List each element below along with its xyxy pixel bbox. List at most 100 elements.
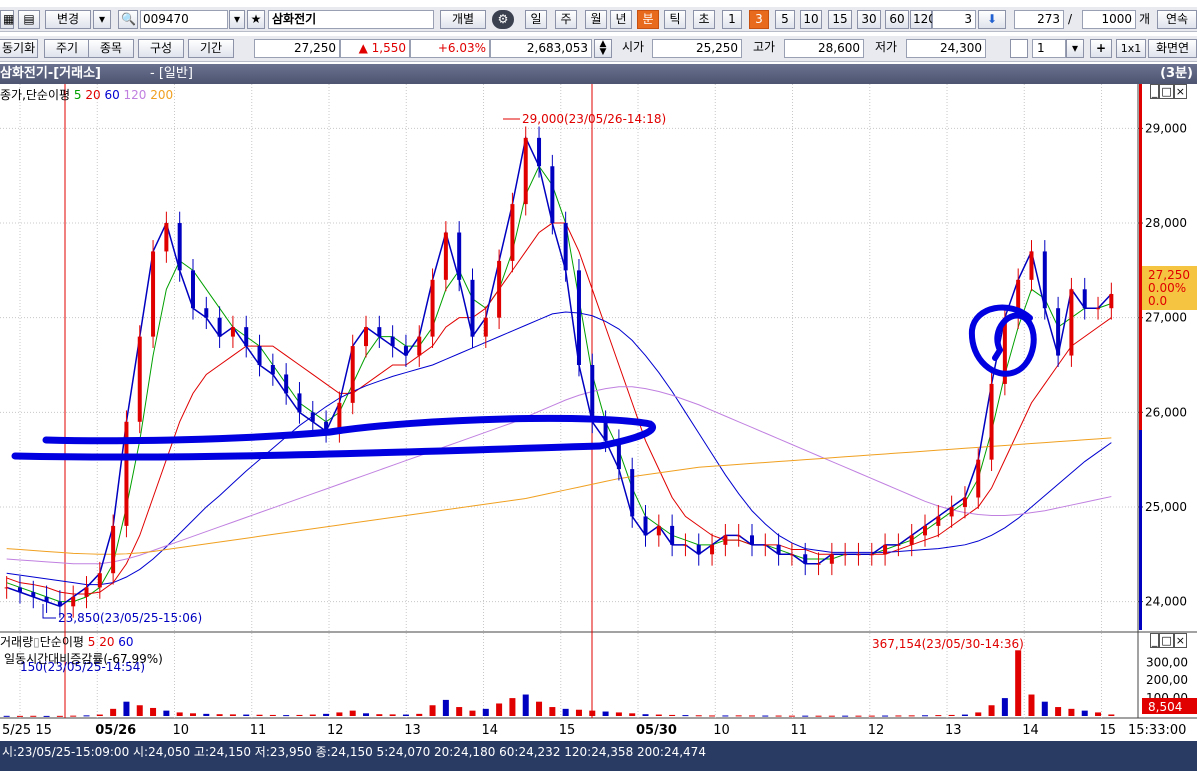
- candle-body: [217, 317, 222, 337]
- candle-body: [483, 317, 488, 337]
- change-percent: +6.03%: [410, 39, 490, 58]
- volume-bar: [110, 708, 117, 716]
- period-button-12[interactable]: 30: [857, 10, 881, 29]
- count-separator: /: [1068, 12, 1073, 26]
- high-label: 고가: [752, 40, 776, 54]
- period-button-2[interactable]: 월: [585, 10, 607, 29]
- period-button-14[interactable]: 120: [910, 10, 936, 29]
- volume-bar: [442, 699, 449, 716]
- count-input[interactable]: 273: [1014, 10, 1064, 29]
- price-box-text: 27,250: [1148, 268, 1190, 282]
- volume-bar: [1081, 710, 1088, 716]
- volume-bar: [815, 715, 822, 717]
- volume-bar: [575, 709, 582, 716]
- continuous-button[interactable]: 연속: [1157, 10, 1197, 29]
- stock-chart[interactable]: 29,000(23/05/26-14:18) 23,850(23/05/25-15…: [0, 84, 1197, 741]
- open-label: 시가: [621, 40, 645, 54]
- interval-input[interactable]: 3: [932, 10, 976, 29]
- y-tick-label: 24,000: [1145, 595, 1187, 609]
- series-line-종가: [6, 135, 1112, 608]
- quote-toolbar: 동기화 주기 종목 구성 기간 27,250 ▲ 1,550 +6.03% 2,683…: [0, 36, 1197, 62]
- candle-body: [537, 137, 542, 167]
- x-tick-label: 15: [1100, 723, 1117, 738]
- x-tick-label: 13: [945, 723, 962, 738]
- detail-button[interactable]: 개별: [440, 10, 486, 29]
- screen-count-select[interactable]: 1: [1032, 39, 1066, 58]
- period-button-9[interactable]: 5: [775, 10, 795, 29]
- crosshair-icon[interactable]: +: [1090, 39, 1112, 58]
- change-button[interactable]: 변경: [45, 10, 91, 29]
- period-button-8[interactable]: 3: [749, 10, 769, 29]
- price-box: [1142, 266, 1197, 310]
- candle-body: [497, 260, 502, 318]
- period-button-6[interactable]: 초: [693, 10, 715, 29]
- search-icon[interactable]: 🔍: [118, 10, 138, 29]
- candle-body: [17, 587, 22, 593]
- change-value: 1,550: [371, 41, 406, 55]
- settings-gear-icon[interactable]: ⚙: [492, 10, 514, 29]
- stock-name-field[interactable]: 삼화전기: [268, 10, 434, 29]
- candle-body: [962, 497, 967, 507]
- maximize-icon[interactable]: □: [1159, 84, 1174, 99]
- x-tick-label: 12: [868, 723, 885, 738]
- screen-button[interactable]: 화면연: [1148, 39, 1197, 58]
- favorite-star-icon[interactable]: ★: [247, 10, 265, 29]
- annotations: 29,000(23/05/26-14:18) 23,850(23/05/25-15…: [20, 112, 1024, 674]
- code-input[interactable]: 009470: [140, 10, 228, 29]
- candle-body: [803, 554, 808, 564]
- candle-body: [976, 459, 981, 498]
- candle-body: [550, 166, 555, 224]
- candle-body: [443, 232, 448, 280]
- volume-bar: [975, 712, 982, 716]
- up-arrow-icon: ▲: [358, 41, 368, 55]
- candle-body: [470, 279, 475, 337]
- tab-1[interactable]: 종목: [88, 39, 134, 58]
- period-button-0[interactable]: 일: [525, 10, 547, 29]
- series-line-60: [6, 311, 1112, 586]
- download-arrow-icon[interactable]: ⬇: [978, 10, 1006, 29]
- maximize-icon[interactable]: □: [1159, 633, 1174, 648]
- grid-icon[interactable]: ▦: [0, 10, 14, 29]
- period-button-11[interactable]: 15: [828, 10, 852, 29]
- sync-button[interactable]: 동기화: [0, 39, 38, 58]
- period-button-10[interactable]: 10: [800, 10, 822, 29]
- volume-bar: [43, 715, 50, 717]
- code-dropdown-icon[interactable]: ▾: [229, 10, 245, 29]
- status-bar: 시:23/05/25-15:09:00 시:24,050 고:24,150 저:…: [0, 741, 1197, 771]
- change-dropdown-icon[interactable]: ▾: [93, 10, 111, 29]
- volume-spinner-icon[interactable]: ▲ ▼: [594, 39, 612, 58]
- close-icon[interactable]: ×: [1173, 84, 1187, 99]
- low-annotation: 23,850(23/05/25-15:06): [58, 611, 202, 625]
- period-button-13[interactable]: 60: [885, 10, 909, 29]
- volume-bar: [402, 714, 409, 716]
- window-icon[interactable]: ▤: [18, 10, 40, 29]
- candle-body: [190, 270, 195, 309]
- period-button-1[interactable]: 주: [555, 10, 577, 29]
- candle-body: [403, 346, 408, 356]
- period-button-5[interactable]: 틱: [664, 10, 686, 29]
- minimize-icon[interactable]: _: [1149, 84, 1160, 99]
- close-icon[interactable]: ×: [1173, 633, 1187, 648]
- volume-bar: [842, 715, 849, 717]
- candle-body: [630, 469, 635, 517]
- period-button-3[interactable]: 년: [610, 10, 632, 29]
- current-price: 27,250: [254, 39, 340, 58]
- screen-dropdown-icon[interactable]: ▾: [1066, 39, 1084, 58]
- y-tick-label: 28,000: [1145, 216, 1187, 230]
- volume-bars: [3, 650, 1115, 717]
- volume-bar: [469, 710, 476, 716]
- total-input[interactable]: 1000: [1082, 10, 1136, 29]
- max-volume-annotation: 367,154(23/05/30-14:36): [872, 637, 1024, 651]
- volume-bar: [722, 715, 729, 717]
- tab-0[interactable]: 주기: [44, 39, 90, 58]
- chart-title: 삼화전기-[거래소]: [0, 66, 101, 81]
- grid-layout-button[interactable]: 1x1: [1116, 39, 1146, 58]
- candle-body: [417, 336, 422, 356]
- candle-body: [297, 393, 302, 413]
- tab-3[interactable]: 기간: [188, 39, 234, 58]
- period-button-4[interactable]: 분: [637, 10, 659, 29]
- period-button-7[interactable]: 1: [722, 10, 742, 29]
- minimize-icon[interactable]: _: [1149, 633, 1160, 648]
- tab-2[interactable]: 구성: [138, 39, 184, 58]
- screen-checkbox[interactable]: [1010, 39, 1028, 58]
